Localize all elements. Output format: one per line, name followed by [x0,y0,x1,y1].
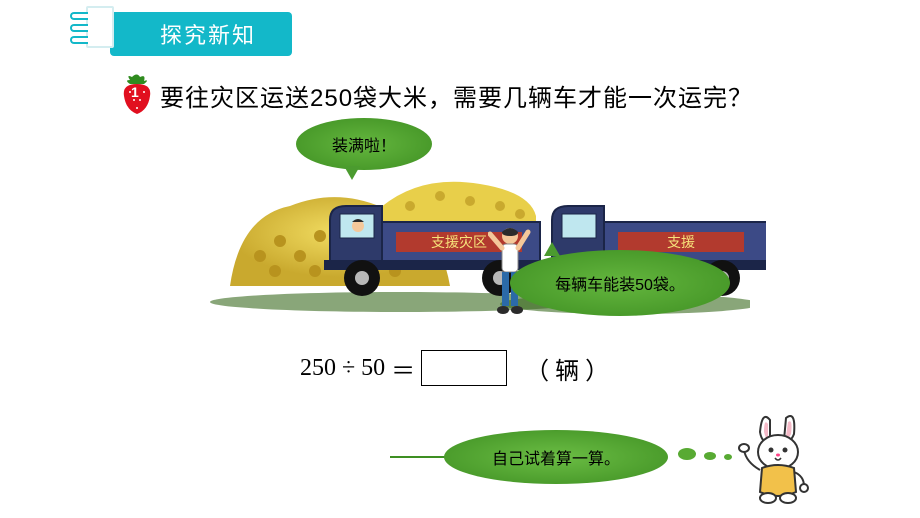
question-text: 要往灾区运送250袋大米，需要几辆车才能一次运完？ [160,78,753,113]
equation: 250 ÷ 50 ＝ （ 辆 ） [300,350,609,386]
eq-unit-open: （ [525,351,549,386]
speech-bubble-capacity: 每辆车能装50袋。 [510,250,730,316]
eq-divisor: 50 [361,355,385,382]
header: 探究新知 [110,12,292,56]
hint-text: 自己试着算一算。 [492,445,620,469]
truck-right-banner-text: 支援 [667,235,695,251]
eq-unit: 辆 [555,351,579,386]
speech-text-full: 装满啦！ [332,132,396,156]
eq-unit-close: ） [585,351,609,386]
speech-bubble-full: 装满啦！ [296,118,432,170]
hint-area: 自己试着算一算。 [390,430,668,484]
eq-op: ÷ [342,355,355,382]
hint-line-icon [390,456,446,458]
section-title: 探究新知 [160,23,256,48]
spiral-binding-icon [68,8,108,50]
speech-text-capacity: 每辆车能装50袋。 [555,271,685,295]
illustration: 支援灾区 支援 [210,118,750,328]
thought-dots-icon [678,448,732,460]
section-tab: 探究新知 [110,12,292,56]
eq-equals: ＝ [391,351,415,386]
rabbit-mascot-icon [738,414,822,504]
truck-banner-text: 支援灾区 [431,234,487,251]
answer-box[interactable] [421,350,507,386]
hint-bubble: 自己试着算一算。 [444,430,668,484]
problem-number: 1 [131,84,139,100]
eq-dividend: 250 [300,355,336,382]
